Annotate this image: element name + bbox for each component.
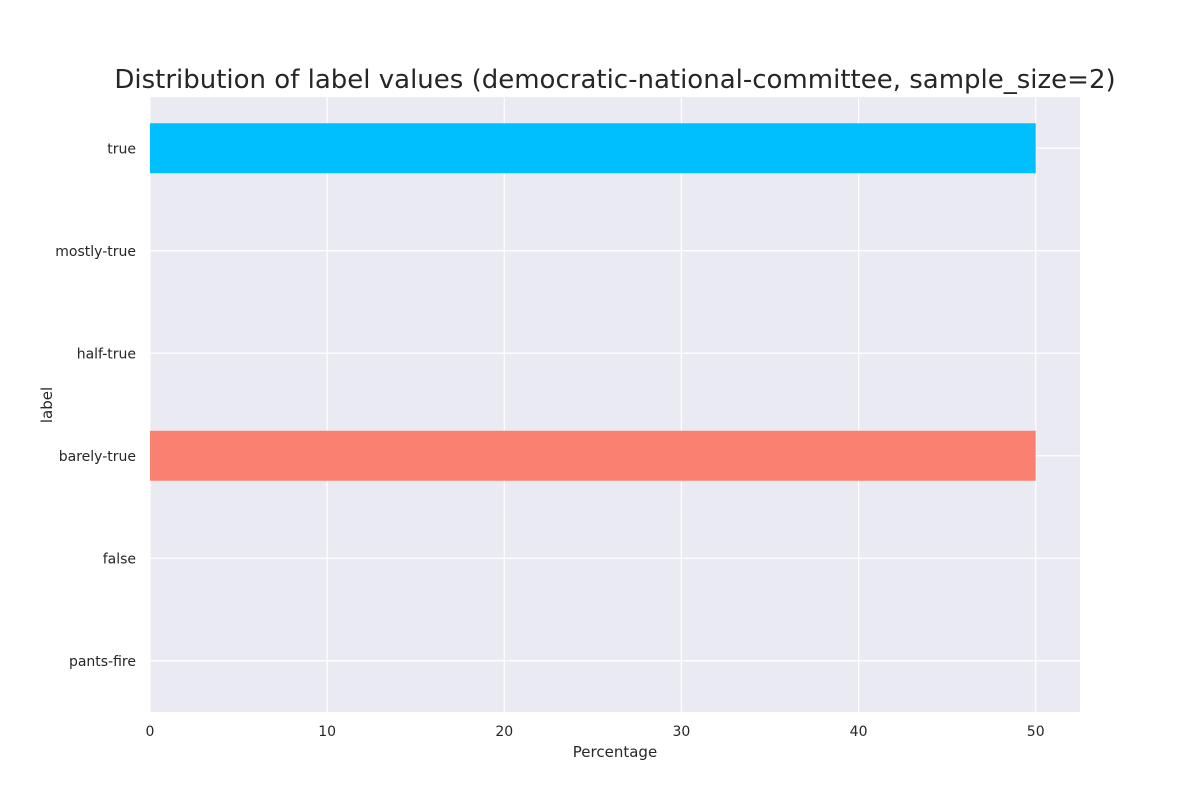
y-tick-labels: true mostly-true half-true barely-true false…: [55, 141, 136, 670]
y-tick-label: true: [107, 141, 136, 157]
x-tick-label: 10: [318, 724, 336, 740]
x-tick-label: 50: [1027, 724, 1045, 740]
bar-true: [150, 123, 1036, 174]
x-tick-labels: 0 10 20 30 40 50: [146, 724, 1045, 740]
x-tick-label: 0: [146, 724, 155, 740]
plot-area: [150, 97, 1080, 712]
y-tick-label: false: [103, 551, 136, 567]
y-tick-label: mostly-true: [55, 244, 136, 260]
x-tick-label: 30: [673, 724, 691, 740]
bar-barely-true: [150, 430, 1036, 481]
y-tick-label: pants-fire: [69, 654, 136, 670]
y-tick-label: half-true: [77, 346, 136, 362]
x-axis-label: Percentage: [573, 743, 657, 761]
y-tick-label: barely-true: [59, 449, 136, 465]
y-axis-label: label: [38, 387, 56, 423]
bars: [150, 123, 1036, 481]
x-tick-label: 20: [495, 724, 513, 740]
chart-title: Distribution of label values (democratic…: [114, 65, 1115, 95]
x-tick-label: 40: [850, 724, 868, 740]
